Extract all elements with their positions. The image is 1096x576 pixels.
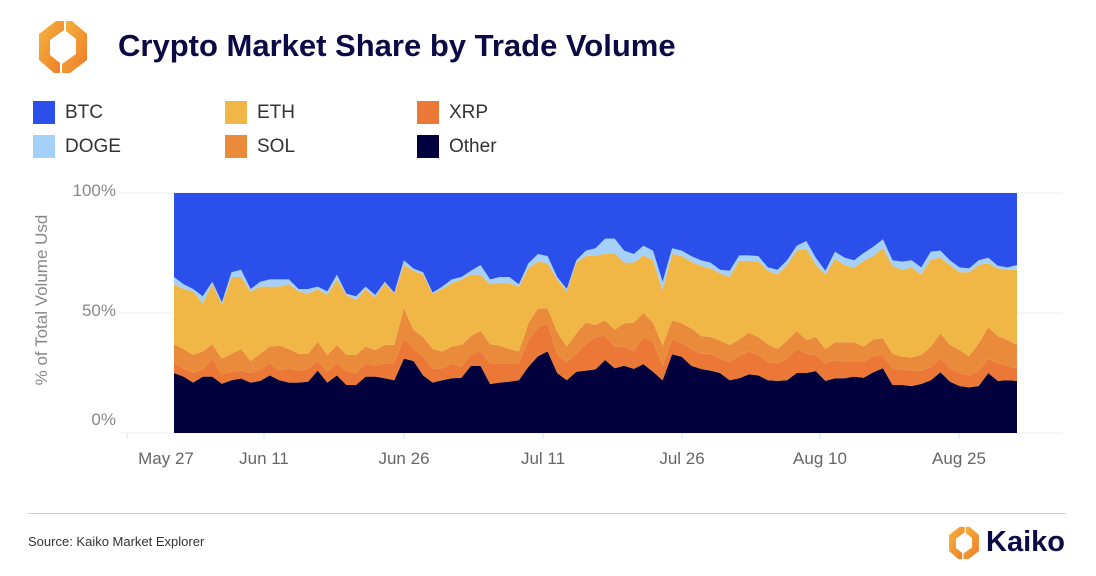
legend-label-sol: SOL (257, 135, 296, 157)
kaiko-logo-icon (949, 526, 979, 560)
legend-label-doge: DOGE (65, 135, 121, 157)
legend-swatch-sol (225, 135, 247, 158)
legend-swatch-btc (33, 101, 55, 124)
area-series-sol[interactable] (174, 308, 1017, 376)
legend-swatch-xrp (417, 101, 439, 124)
x-tick-label: Jun 26 (378, 449, 430, 468)
legend-swatch-doge (33, 135, 55, 158)
area-series-doge[interactable] (174, 238, 1017, 305)
x-tick-label: Jul 26 (659, 449, 705, 468)
y-tick-label: 0% (91, 410, 116, 429)
legend-label-xrp: XRP (449, 101, 489, 123)
area-series-btc[interactable] (174, 193, 1017, 303)
x-tick-label: Jun 11 (239, 449, 289, 468)
area-series-eth[interactable] (174, 248, 1017, 361)
legend-item-eth[interactable]: ETH (225, 101, 295, 124)
kaiko-wordmark: Kaiko (986, 526, 1065, 558)
kaiko-logo-icon (39, 21, 87, 73)
legend-label-btc: BTC (65, 101, 103, 123)
area-series-xrp[interactable] (174, 323, 1017, 388)
y-tick-label: 50% (81, 301, 116, 320)
legend-item-doge[interactable]: DOGE (33, 135, 121, 158)
x-tick-label: May 27 (138, 449, 194, 468)
kaiko-logo-footer (946, 525, 982, 561)
source-note: Source: Kaiko Market Explorer (28, 534, 205, 549)
legend-item-other[interactable]: Other (417, 135, 497, 158)
legend-item-sol[interactable]: SOL (225, 135, 295, 158)
x-tick-label: Jul 11 (520, 449, 566, 468)
footer-divider (28, 513, 1066, 514)
x-tick-label: Aug 10 (793, 449, 847, 468)
y-tick-label: 100% (72, 181, 116, 200)
area-series-other[interactable] (174, 351, 1017, 433)
legend-label-other: Other (449, 135, 497, 157)
kaiko-logo-header (34, 18, 92, 76)
y-axis-label: % of Total Volume Usd (32, 214, 51, 386)
legend-label-eth: ETH (257, 101, 295, 123)
legend-swatch-other (417, 135, 439, 158)
x-tick-label: Aug 25 (932, 449, 986, 468)
legend-swatch-eth (225, 101, 247, 124)
page-title: Crypto Market Share by Trade Volume (118, 28, 676, 63)
legend-item-xrp[interactable]: XRP (417, 101, 488, 124)
legend-item-btc[interactable]: BTC (33, 101, 103, 124)
